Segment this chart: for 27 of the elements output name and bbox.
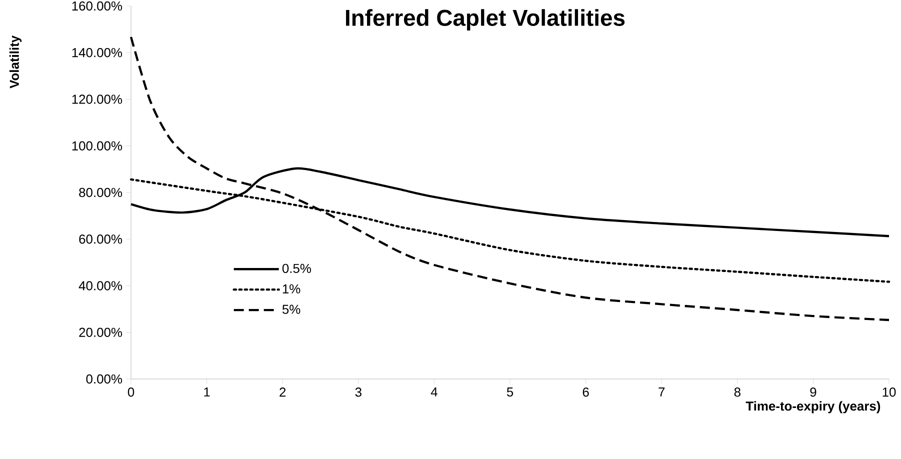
legend-label: 1% bbox=[282, 284, 300, 294]
x-tick-label: 10 bbox=[882, 388, 896, 397]
y-tick-label: 140.00% bbox=[72, 48, 122, 58]
y-tick-label: 80.00% bbox=[79, 188, 122, 198]
x-tick-label: 1 bbox=[204, 388, 210, 396]
y-tick-label: 20.00% bbox=[79, 328, 122, 337]
x-tick-label: 9 bbox=[810, 388, 816, 397]
y-axis-title: Volatility bbox=[9, 35, 22, 88]
x-tick-label: 0 bbox=[128, 388, 134, 397]
line-series bbox=[130, 36, 890, 322]
x-tick-label: 7 bbox=[658, 388, 665, 396]
legend-label: 5% bbox=[282, 304, 300, 314]
x-tick-label: 4 bbox=[430, 388, 438, 396]
legend-label: 0.5% bbox=[282, 264, 311, 273]
y-tick-label: 120.00% bbox=[72, 94, 122, 104]
x-tick-label: 2 bbox=[280, 388, 286, 397]
x-tick-label: 6 bbox=[582, 388, 589, 397]
y-tick-label: 60.00% bbox=[79, 234, 122, 244]
y-tick-label: 100.00% bbox=[72, 141, 122, 150]
y-tick-label: 160.00% bbox=[72, 1, 122, 11]
y-tick-label: 40.00% bbox=[78, 281, 122, 290]
x-tick-label: 8 bbox=[734, 388, 740, 397]
x-tick-label: 5 bbox=[506, 388, 514, 397]
x-tick-label: 3 bbox=[355, 388, 362, 397]
x-axis-title: Time-to-expiry (years) bbox=[746, 401, 880, 414]
y-tick-label: 0.00% bbox=[86, 374, 122, 384]
chart-title: Inferred Caplet Volatilities bbox=[346, 9, 625, 30]
